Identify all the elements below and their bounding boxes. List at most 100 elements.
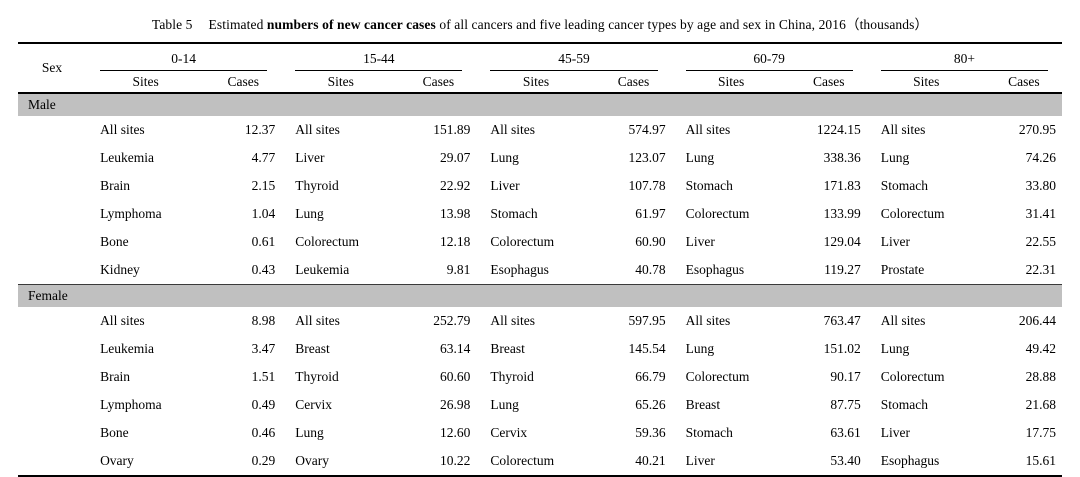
site-cell: Leukemia bbox=[100, 341, 155, 356]
table-row: All sites 12.37 All sites 151.89 All sites 57… bbox=[18, 116, 1062, 144]
cases-cell: 270.95 bbox=[1018, 122, 1056, 137]
cases-cell: 338.36 bbox=[823, 150, 861, 165]
site-cell: All sites bbox=[685, 122, 731, 137]
site-cell: Bone bbox=[100, 425, 129, 440]
site-cell: Thyroid bbox=[490, 369, 534, 384]
cases-cell: 26.98 bbox=[440, 397, 471, 412]
site-cell: All sites bbox=[880, 313, 926, 328]
site-cell: Lung bbox=[685, 341, 715, 356]
cases-cell: 63.14 bbox=[440, 341, 471, 356]
cases-cell: 74.26 bbox=[1025, 150, 1056, 165]
cases-cell: 3.47 bbox=[251, 341, 276, 356]
cases-cell: 0.61 bbox=[251, 234, 276, 249]
cancer-cases-table: Sex 0-14 15-44 45-59 60-79 80+ Sites Cas… bbox=[18, 42, 1062, 477]
site-cell: All sites bbox=[100, 313, 145, 328]
sex-section-label: Male bbox=[18, 92, 1062, 116]
site-cell: Liver bbox=[295, 150, 325, 165]
site-cell: Colorectum bbox=[685, 369, 750, 384]
site-cell: Lymphoma bbox=[100, 397, 162, 412]
cases-cell: 123.07 bbox=[628, 150, 666, 165]
sex-spacer-cell bbox=[18, 200, 86, 228]
cases-cell: 60.90 bbox=[635, 234, 666, 249]
table-row: Brain 2.15 Thyroid 22.92 Liver 107.78 Stomach 1… bbox=[18, 172, 1062, 200]
site-cell: Stomach bbox=[490, 206, 538, 221]
site-cell: Stomach bbox=[880, 397, 928, 412]
cases-cell: 151.89 bbox=[433, 122, 471, 137]
site-cell: Liver bbox=[490, 178, 520, 193]
col-header-sites: Sites bbox=[866, 71, 986, 94]
cases-cell: 53.40 bbox=[830, 453, 861, 468]
cases-cell: 87.75 bbox=[830, 397, 861, 412]
cases-cell: 0.46 bbox=[251, 425, 276, 440]
sex-section-label: Female bbox=[18, 284, 1062, 307]
table-row: Brain 1.51 Thyroid 60.60 Thyroid 66.79 Colorec… bbox=[18, 363, 1062, 391]
site-cell: All sites bbox=[295, 313, 340, 328]
cases-cell: 90.17 bbox=[830, 369, 861, 384]
site-cell: Liver bbox=[880, 234, 910, 249]
cases-cell: 763.47 bbox=[823, 313, 861, 328]
age-group-header: 60-79 bbox=[685, 51, 853, 71]
site-cell: Breast bbox=[295, 341, 330, 356]
sex-spacer-cell bbox=[18, 391, 86, 419]
cases-cell: 252.79 bbox=[433, 313, 471, 328]
cases-cell: 33.80 bbox=[1025, 178, 1056, 193]
cases-cell: 13.98 bbox=[440, 206, 471, 221]
site-cell: All sites bbox=[295, 122, 340, 137]
col-header-sites: Sites bbox=[86, 71, 206, 94]
site-cell: Colorectum bbox=[490, 234, 555, 249]
site-cell: All sites bbox=[880, 122, 926, 137]
site-cell: Lung bbox=[880, 150, 910, 165]
age-group-header: 15-44 bbox=[295, 51, 463, 71]
site-cell: All sites bbox=[685, 313, 731, 328]
table-row: Ovary 0.29 Ovary 10.22 Colorectum 40.21 Liver 5… bbox=[18, 447, 1062, 476]
cases-cell: 133.99 bbox=[823, 206, 861, 221]
sex-section-band-row: Male bbox=[18, 92, 1062, 116]
cases-cell: 206.44 bbox=[1018, 313, 1056, 328]
site-cell: Liver bbox=[685, 453, 715, 468]
site-cell: Liver bbox=[880, 425, 910, 440]
cases-cell: 12.37 bbox=[244, 122, 276, 137]
site-cell: Breast bbox=[490, 341, 525, 356]
caption-text-post: of all cancers and five leading cancer t… bbox=[439, 17, 929, 32]
cases-cell: 31.41 bbox=[1025, 206, 1056, 221]
cases-cell: 107.78 bbox=[628, 178, 666, 193]
caption-text-pre: Estimated bbox=[208, 17, 264, 32]
cases-cell: 1.51 bbox=[251, 369, 276, 384]
sex-section-band-row: Female bbox=[18, 284, 1062, 307]
table-row: Kidney 0.43 Leukemia 9.81 Esophagus 40.78 Esop… bbox=[18, 256, 1062, 285]
cases-cell: 12.18 bbox=[440, 234, 471, 249]
age-group-col: 0-14 bbox=[86, 43, 281, 71]
site-cell: All sites bbox=[490, 122, 536, 137]
site-cell: Ovary bbox=[100, 453, 134, 468]
age-group-header: 45-59 bbox=[490, 51, 658, 71]
age-group-col: 15-44 bbox=[281, 43, 476, 71]
cases-cell: 63.61 bbox=[830, 425, 861, 440]
cases-cell: 171.83 bbox=[823, 178, 861, 193]
cases-cell: 59.36 bbox=[635, 425, 666, 440]
age-group-row: Sex 0-14 15-44 45-59 60-79 80+ bbox=[18, 43, 1062, 94]
age-group-header: 80+ bbox=[880, 51, 1048, 71]
col-header-cases: Cases bbox=[400, 71, 477, 94]
site-cell: Lung bbox=[295, 206, 324, 221]
cases-cell: 1.04 bbox=[251, 206, 276, 221]
sex-spacer-cell bbox=[18, 144, 86, 172]
sex-spacer-cell bbox=[18, 116, 86, 144]
sex-spacer-cell bbox=[18, 172, 86, 200]
cases-cell: 10.22 bbox=[440, 453, 471, 468]
table-number: Table 5 bbox=[151, 17, 193, 32]
site-cell: Breast bbox=[685, 397, 721, 412]
site-cell: Thyroid bbox=[295, 178, 339, 193]
age-group-header: 0-14 bbox=[100, 51, 268, 71]
cases-cell: 40.21 bbox=[635, 453, 666, 468]
site-cell: Colorectum bbox=[880, 369, 945, 384]
site-cell: Brain bbox=[100, 369, 131, 384]
site-cell: Liver bbox=[685, 234, 715, 249]
cases-cell: 65.26 bbox=[635, 397, 666, 412]
site-cell: Esophagus bbox=[685, 262, 745, 277]
sex-spacer-cell bbox=[18, 228, 86, 256]
col-header-sites: Sites bbox=[476, 71, 596, 94]
cases-cell: 0.29 bbox=[251, 453, 276, 468]
sex-spacer-cell bbox=[18, 419, 86, 447]
table-header: Sex 0-14 15-44 45-59 60-79 80+ Sites Cas… bbox=[18, 43, 1062, 94]
cases-cell: 597.95 bbox=[628, 313, 666, 328]
